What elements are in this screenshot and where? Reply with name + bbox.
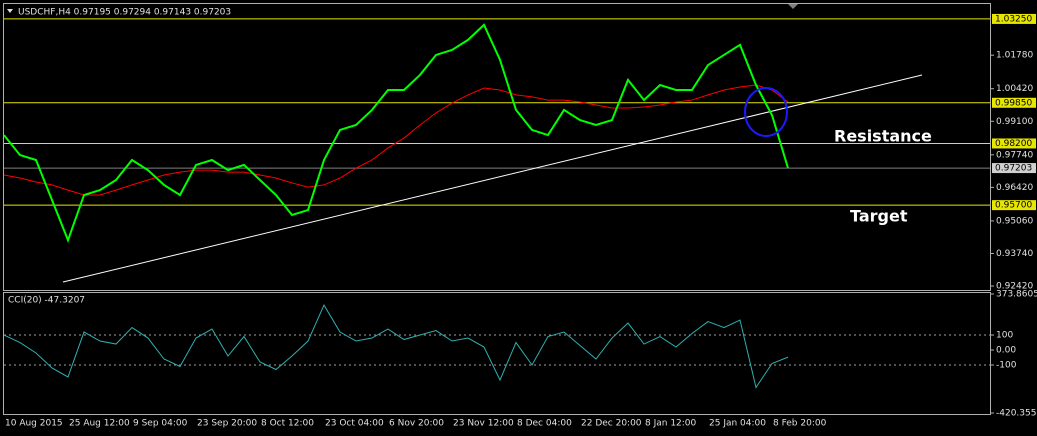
- y-tick-label: 1.01780: [996, 51, 1033, 61]
- highlight-circle: [744, 87, 788, 137]
- x-tick-label: 22 Dec 20:00: [581, 419, 642, 429]
- level-label-box: [992, 200, 1036, 211]
- level-label-box: [992, 97, 1036, 108]
- cci-title: CCI(20) -47.3207: [8, 296, 85, 306]
- x-tick-label: 9 Sep 04:00: [133, 419, 188, 429]
- cci-panel: [3, 292, 991, 415]
- x-tick-label: 8 Oct 12:00: [261, 419, 314, 429]
- x-tick-label: 8 Jan 12:00: [645, 419, 697, 429]
- cci-line: [3, 303, 789, 389]
- x-tick-label: 8 Feb 20:00: [773, 419, 827, 429]
- trendline: [62, 74, 923, 283]
- y-tick-label: 0.97740: [996, 150, 1033, 160]
- y-tick-label: 0.99100: [996, 117, 1033, 127]
- price-label: 0.97203: [995, 164, 1032, 174]
- y-tick-label: 0.95060: [996, 216, 1033, 226]
- x-tick-label: 25 Jan 04:00: [709, 419, 766, 429]
- x-tick-label: 10 Aug 2015: [5, 419, 63, 429]
- y-tick-label: 1.00420: [996, 84, 1033, 94]
- price-label-box: [992, 163, 1036, 174]
- x-tick-label: 23 Sep 20:00: [197, 419, 257, 429]
- price-title: USDCHF,H4 0.97195 0.97294 0.97143 0.9720…: [18, 8, 231, 18]
- moving-average: [3, 84, 789, 196]
- level-label-box: [992, 13, 1036, 24]
- level-label: 0.99850: [995, 98, 1032, 108]
- level-label: 0.98200: [995, 139, 1032, 149]
- y-tick-label: -100: [996, 361, 1017, 371]
- price-panel: [3, 3, 991, 291]
- x-tick-label: 25 Aug 12:00: [69, 419, 130, 429]
- y-tick-label: 0.92420: [996, 282, 1033, 292]
- annotation: Resistance: [834, 127, 932, 146]
- y-tick-label: 100: [996, 331, 1013, 341]
- y-tick-label: 0.00: [996, 346, 1016, 356]
- x-tick-label: 6 Nov 20:00: [389, 419, 444, 429]
- y-tick-label: -420.3556: [996, 409, 1037, 419]
- y-tick-label: 0.96420: [996, 183, 1033, 193]
- y-tick-label: 0.93740: [996, 249, 1033, 259]
- annotation: Target: [850, 207, 908, 226]
- x-tick-label: 23 Nov 12:00: [453, 419, 514, 429]
- x-tick-label: 23 Oct 04:00: [325, 419, 384, 429]
- level-label: 1.03250: [995, 14, 1032, 24]
- shift-marker: [788, 4, 798, 9]
- level-label-box: [992, 138, 1036, 149]
- menu-triangle: [7, 9, 13, 13]
- price-line-series: [3, 23, 789, 243]
- level-label: 0.95700: [995, 201, 1032, 211]
- y-tick-label: 373.8605: [996, 290, 1037, 300]
- x-tick-label: 8 Dec 04:00: [517, 419, 572, 429]
